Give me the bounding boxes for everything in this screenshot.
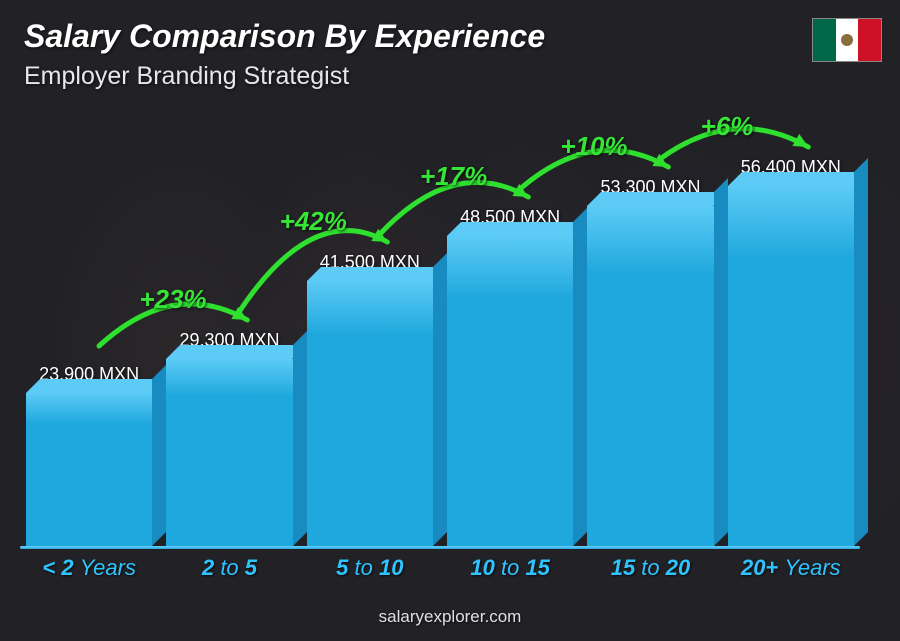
footer-attribution: salaryexplorer.com	[0, 607, 900, 627]
chart-baseline	[20, 546, 860, 549]
bar-5: 56,400 MXN	[728, 157, 854, 546]
category-label: 20+ Years	[728, 555, 854, 581]
salary-bar-chart: 23,900 MXN29,300 MXN41,500 MXN48,500 MXN…	[20, 100, 860, 577]
category-row: < 2 Years 2 to 5 5 to 10 10 to 15 15 to 20 20…	[20, 555, 860, 581]
bar-group: 23,900 MXN29,300 MXN41,500 MXN48,500 MXN…	[20, 100, 860, 546]
bar-3: 48,500 MXN	[447, 207, 573, 546]
country-flag-icon	[812, 18, 882, 62]
page-subtitle: Employer Branding Strategist	[24, 62, 349, 91]
category-label: 5 to 10	[307, 555, 433, 581]
bar-2: 41,500 MXN	[307, 252, 433, 546]
page-title: Salary Comparison By Experience	[24, 18, 545, 55]
bar-4: 53,300 MXN	[587, 177, 713, 546]
category-label: 10 to 15	[447, 555, 573, 581]
infographic-canvas: Salary Comparison By Experience Employer…	[0, 0, 900, 641]
bar-0: 23,900 MXN	[26, 364, 152, 546]
category-label: 2 to 5	[166, 555, 292, 581]
category-label: < 2 Years	[26, 555, 152, 581]
category-label: 15 to 20	[587, 555, 713, 581]
bar-1: 29,300 MXN	[166, 330, 292, 546]
